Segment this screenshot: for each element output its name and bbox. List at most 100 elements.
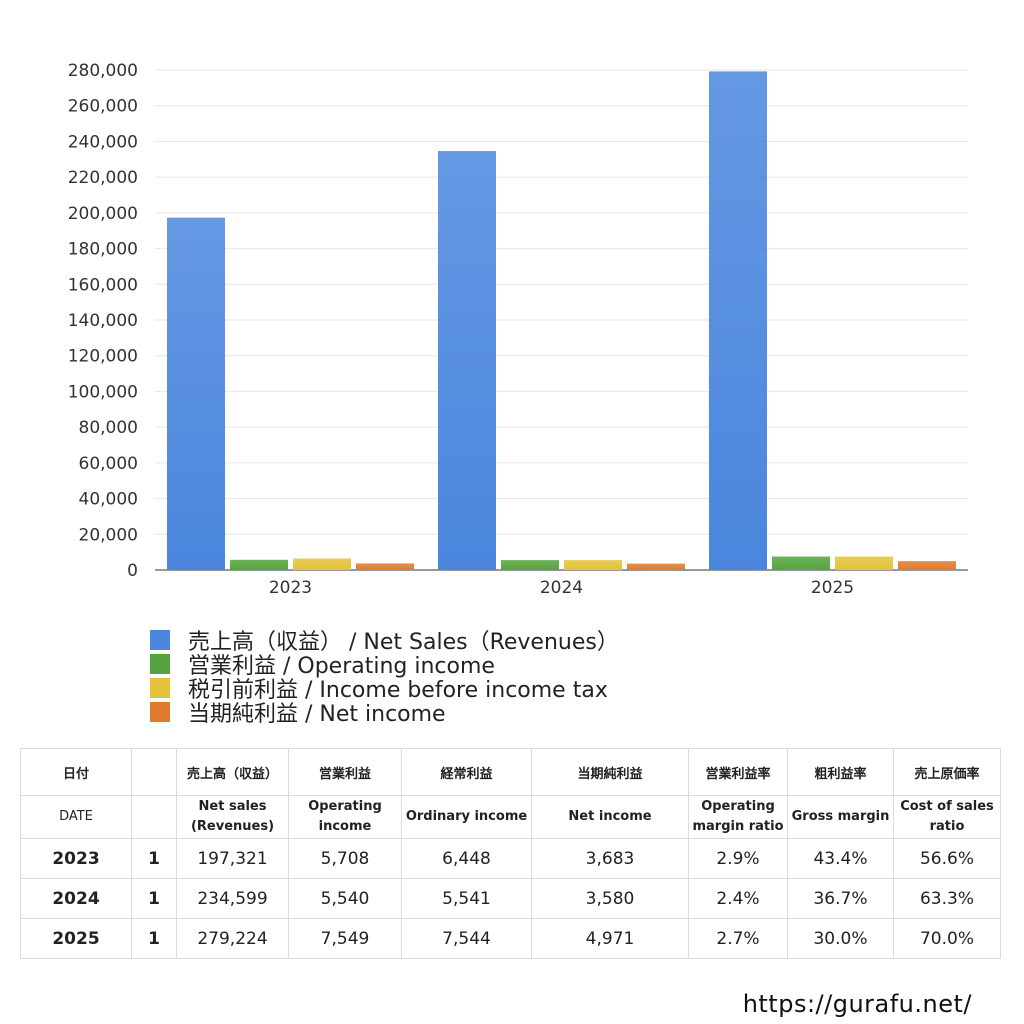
header-cell: 営業利益 (288, 748, 402, 796)
table-cell: 234,599 (176, 878, 289, 919)
bar (438, 151, 496, 570)
table-cell: 1 (131, 918, 177, 959)
y-tick-label: 100,000 (68, 382, 138, 402)
x-tick-label: 2023 (269, 578, 312, 598)
legend-label: 当期純利益 / Net income (188, 702, 446, 727)
y-tick-label: 40,000 (79, 490, 138, 510)
y-tick-label: 0 (127, 561, 138, 581)
y-tick-label: 60,000 (79, 454, 138, 474)
legend-swatch (150, 678, 170, 698)
table-cell: 279,224 (176, 918, 289, 959)
header-cell: Ordinary income (401, 795, 532, 839)
header-cell (131, 795, 177, 839)
table-cell: 6,448 (401, 838, 532, 879)
table-cell: 3,580 (531, 878, 689, 919)
bar (898, 561, 956, 570)
bar (709, 71, 767, 570)
legend-swatch (150, 702, 170, 722)
header-cell: 当期純利益 (531, 748, 689, 796)
table-row: 2025 1 279,224 7,549 7,544 4,971 2.7% 30… (20, 918, 1001, 959)
header-cell (131, 748, 177, 796)
y-axis-ticks: 0 20,000 40,000 60,000 80,000 100,000 120,000 1… (68, 61, 138, 581)
legend-swatch (150, 630, 170, 650)
legend-label: 営業利益 / Operating income (188, 654, 495, 679)
table-cell: 36.7% (787, 878, 894, 919)
table-cell: 7,549 (288, 918, 402, 959)
bar (564, 560, 622, 570)
header-cell: Net income (531, 795, 689, 839)
y-tick-label: 180,000 (68, 240, 138, 260)
header-cell: Gross margin (787, 795, 894, 839)
bar (230, 559, 288, 570)
header-cell: 粗利益率 (787, 748, 894, 796)
table-cell: 7,544 (401, 918, 532, 959)
x-axis-ticks: 2023 2024 2025 (269, 578, 854, 598)
bar (501, 560, 559, 570)
financial-table: 日付 売上高（収益） 営業利益 経常利益 当期純利益 営業利益率 粗利益率 売上… (20, 748, 1001, 959)
header-cell: 経常利益 (401, 748, 532, 796)
legend-swatch (150, 654, 170, 674)
header-cell: 日付 (20, 748, 132, 796)
table-cell: 43.4% (787, 838, 894, 879)
header-row-ja: 日付 売上高（収益） 営業利益 経常利益 当期純利益 営業利益率 粗利益率 売上… (20, 748, 1001, 796)
table-cell: 56.6% (893, 838, 1001, 879)
header-row-en: DATE Net sales (Revenues) Operating inco… (20, 795, 1001, 839)
site-url-link[interactable]: https://gurafu.net/ (742, 990, 972, 1018)
table-row: 2023 1 197,321 5,708 6,448 3,683 2.9% 43… (20, 838, 1001, 879)
legend-item: 売上高（収益） / Net Sales（Revenues） (150, 628, 619, 655)
legend-item: 税引前利益 / Income before income tax (150, 676, 619, 703)
y-tick-label: 80,000 (79, 418, 138, 438)
table-cell: 30.0% (787, 918, 894, 959)
table-cell: 2.4% (688, 878, 788, 919)
table-cell: 2025 (20, 918, 132, 959)
bar (627, 563, 685, 570)
y-tick-label: 160,000 (68, 275, 138, 295)
header-cell: 営業利益率 (688, 748, 788, 796)
table-cell: 2024 (20, 878, 132, 919)
table-cell: 5,708 (288, 838, 402, 879)
bar (356, 563, 414, 570)
table-cell: 5,541 (401, 878, 532, 919)
gridlines (155, 69, 968, 571)
x-tick-label: 2025 (811, 578, 854, 598)
header-cell: DATE (20, 795, 132, 839)
table-cell: 5,540 (288, 878, 402, 919)
header-cell: Net sales (Revenues) (176, 795, 289, 839)
table-cell: 3,683 (531, 838, 689, 879)
table-cell: 4,971 (531, 918, 689, 959)
y-tick-label: 200,000 (68, 204, 138, 224)
header-cell: 売上原価率 (893, 748, 1001, 796)
bar (772, 556, 830, 570)
x-tick-label: 2024 (540, 578, 583, 598)
table-cell: 2023 (20, 838, 132, 879)
header-cell: Cost of sales ratio (893, 795, 1001, 839)
bar (293, 558, 351, 570)
y-tick-label: 280,000 (68, 61, 138, 81)
legend-label: 税引前利益 / Income before income tax (188, 678, 608, 703)
table-cell: 2.7% (688, 918, 788, 959)
y-tick-label: 20,000 (79, 525, 138, 545)
legend: 売上高（収益） / Net Sales（Revenues） 営業利益 / Ope… (150, 628, 619, 727)
y-tick-label: 260,000 (68, 97, 138, 117)
table-cell: 63.3% (893, 878, 1001, 919)
table-cell: 2.9% (688, 838, 788, 879)
bars (167, 71, 956, 571)
legend-item: 当期純利益 / Net income (150, 700, 619, 727)
table-cell: 1 (131, 878, 177, 919)
header-cell: Operating margin ratio (688, 795, 788, 839)
bar (167, 217, 225, 571)
table-row: 2024 1 234,599 5,540 5,541 3,580 2.4% 36… (20, 878, 1001, 919)
y-tick-label: 140,000 (68, 311, 138, 331)
bar-chart: 0 20,000 40,000 60,000 80,000 100,000 120,000 1… (68, 61, 968, 598)
legend-item: 営業利益 / Operating income (150, 652, 619, 679)
legend-label: 売上高（収益） / Net Sales（Revenues） (188, 630, 619, 655)
table-cell: 1 (131, 838, 177, 879)
header-cell: Operating income (288, 795, 402, 839)
table-cell: 197,321 (176, 838, 289, 879)
y-tick-label: 120,000 (68, 347, 138, 367)
y-tick-label: 220,000 (68, 168, 138, 188)
bar (835, 556, 893, 570)
header-cell: 売上高（収益） (176, 748, 289, 796)
y-tick-label: 240,000 (68, 132, 138, 152)
table-cell: 70.0% (893, 918, 1001, 959)
